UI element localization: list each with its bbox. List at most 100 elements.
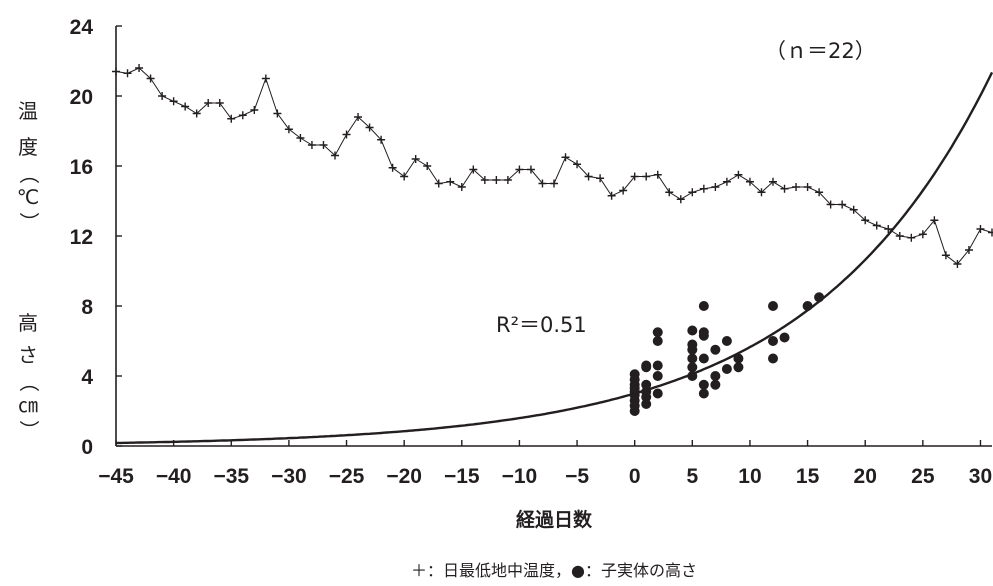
temperature-point <box>526 165 535 174</box>
temperature-point <box>918 230 927 239</box>
y-tick-label: 12 <box>70 226 93 249</box>
x-tick-label: 15 <box>796 465 820 488</box>
y-label-char: （ <box>17 372 41 392</box>
y-axis-label-height: 高 さ （ ㎝ ） <box>17 311 41 440</box>
height-point <box>698 379 709 390</box>
height-point <box>641 399 652 409</box>
height-point <box>652 388 663 399</box>
temperature-point <box>734 170 743 179</box>
temperature-point <box>573 160 582 169</box>
y-label-char: ） <box>17 212 41 232</box>
y-label-char: ℃ <box>17 185 39 209</box>
temperature-line <box>115 67 993 265</box>
height-point <box>698 301 709 311</box>
temperature-point <box>273 109 282 118</box>
x-tick-label: 25 <box>911 465 935 488</box>
x-tick-label: −5 <box>565 465 589 488</box>
y-label-char: ㎝ <box>18 393 38 417</box>
x-tick-layer: −45 −40 −35 −30 −25 −20 −15 −10 −5 0 5 10 15 20 25 30 <box>98 440 992 488</box>
height-point <box>641 360 652 371</box>
temperature-point <box>964 246 973 254</box>
x-tick-label: 0 <box>629 465 641 488</box>
temperature-point <box>711 183 720 191</box>
temperature-point <box>538 179 547 188</box>
series-layer <box>112 64 993 445</box>
height-point <box>710 379 721 390</box>
height-point <box>698 388 709 399</box>
height-point <box>814 292 825 303</box>
temperature-point <box>953 260 962 268</box>
temperature-point <box>215 99 224 107</box>
temperature-point <box>550 179 558 188</box>
temperature-point <box>895 232 904 240</box>
temperature-point <box>250 106 259 114</box>
y-label-char: 高 <box>18 311 38 335</box>
x-tick-label: 20 <box>854 465 877 488</box>
temperature-point <box>158 92 167 100</box>
temperature-point <box>584 172 593 181</box>
height-point <box>687 339 698 350</box>
temperature-point <box>769 177 777 186</box>
temperature-point <box>296 134 305 142</box>
height-point <box>768 336 778 346</box>
temperature-point <box>169 97 178 106</box>
temperature-point <box>653 170 662 179</box>
height-point <box>733 353 744 364</box>
temperature-point <box>607 191 616 200</box>
height-point <box>710 371 721 381</box>
height-point <box>710 344 721 355</box>
temperature-point <box>469 165 478 174</box>
height-point <box>768 353 778 364</box>
height-point <box>802 301 813 311</box>
height-point <box>652 371 663 381</box>
temperature-point <box>181 102 190 111</box>
temperature-point <box>838 200 847 209</box>
height-point <box>652 327 663 338</box>
height-point <box>721 364 732 374</box>
temperature-point <box>284 125 293 134</box>
y-label-char: （ <box>17 164 41 184</box>
temperature-point <box>976 225 985 233</box>
temperature-point <box>480 176 489 184</box>
temperature-point <box>354 113 363 121</box>
temperature-point <box>596 174 605 183</box>
y-tick-label: 8 <box>81 296 93 319</box>
temperature-point <box>135 64 144 72</box>
temperature-point <box>434 179 443 188</box>
y-tick-label: 4 <box>81 366 93 389</box>
x-tick-label: −35 <box>213 465 249 488</box>
height-point <box>687 362 698 373</box>
temperature-point <box>123 69 132 78</box>
x-axis-label: 経過日数 <box>516 508 593 531</box>
temperature-point <box>745 177 754 186</box>
temperature-point <box>307 141 316 149</box>
height-point <box>652 336 663 346</box>
temperature-point <box>492 176 501 184</box>
temperature-point <box>388 163 397 172</box>
y-label-char: ） <box>17 420 41 440</box>
y-tick-label: 16 <box>70 156 93 179</box>
temperature-point <box>446 177 455 186</box>
temperature-point <box>803 183 812 191</box>
temperature-point <box>423 162 432 170</box>
temperature-point <box>192 109 201 118</box>
temperature-point <box>792 183 801 191</box>
y-label-char: 温 <box>18 99 38 123</box>
height-point <box>768 301 778 311</box>
temperature-point <box>815 188 824 197</box>
temperature-point <box>930 216 939 225</box>
temperature-point <box>630 172 639 181</box>
height-point <box>629 369 640 380</box>
y-axis-label-temperature: 温 度 （ ℃ ） <box>17 99 41 232</box>
y-tick-label: 20 <box>70 86 93 109</box>
height-point <box>641 386 652 397</box>
x-tick-label: 30 <box>969 465 992 488</box>
temperature-point <box>676 195 685 204</box>
temperature-point <box>400 172 409 181</box>
temperature-point <box>884 225 893 233</box>
x-tick-label: 5 <box>686 465 698 488</box>
axes-layer <box>115 26 992 447</box>
sample-size-annotation: （ｎ＝22） <box>765 39 876 63</box>
height-point <box>721 336 732 346</box>
